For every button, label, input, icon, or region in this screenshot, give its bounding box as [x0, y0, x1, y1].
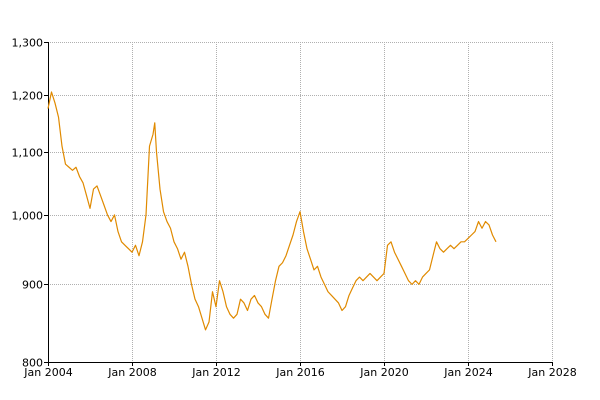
- x-tick-label: Jan 2028: [527, 366, 576, 379]
- x-tick-label: Jan 2004: [23, 366, 72, 379]
- x-tick-label: Jan 2008: [107, 366, 156, 379]
- y-tick-label: 1,300: [12, 37, 44, 50]
- series-layer: [47, 91, 497, 331]
- x-tick-label: Jan 2020: [359, 366, 408, 379]
- x-tick-label: Jan 2024: [443, 366, 492, 379]
- axes: [44, 42, 553, 366]
- x-gridlines: [132, 42, 553, 362]
- x-tick-labels: Jan 2004 Jan 2008 Jan 2012 Jan 2016 Jan 2020…: [23, 366, 576, 379]
- x-tick-label: Jan 2016: [275, 366, 324, 379]
- y-tick-label: 800: [22, 357, 43, 370]
- y-gridlines: [48, 42, 552, 285]
- y-tick-label: 1,100: [12, 147, 44, 160]
- y-tick-labels: 800 900 1,000 1,100 1,200 1,300: [12, 37, 44, 370]
- x-tick-label: Jan 2012: [191, 366, 240, 379]
- series-line: [47, 91, 497, 331]
- y-tick-label: 1,200: [12, 90, 44, 103]
- y-tick-label: 900: [22, 279, 43, 292]
- y-tick-label: 1,000: [12, 210, 44, 223]
